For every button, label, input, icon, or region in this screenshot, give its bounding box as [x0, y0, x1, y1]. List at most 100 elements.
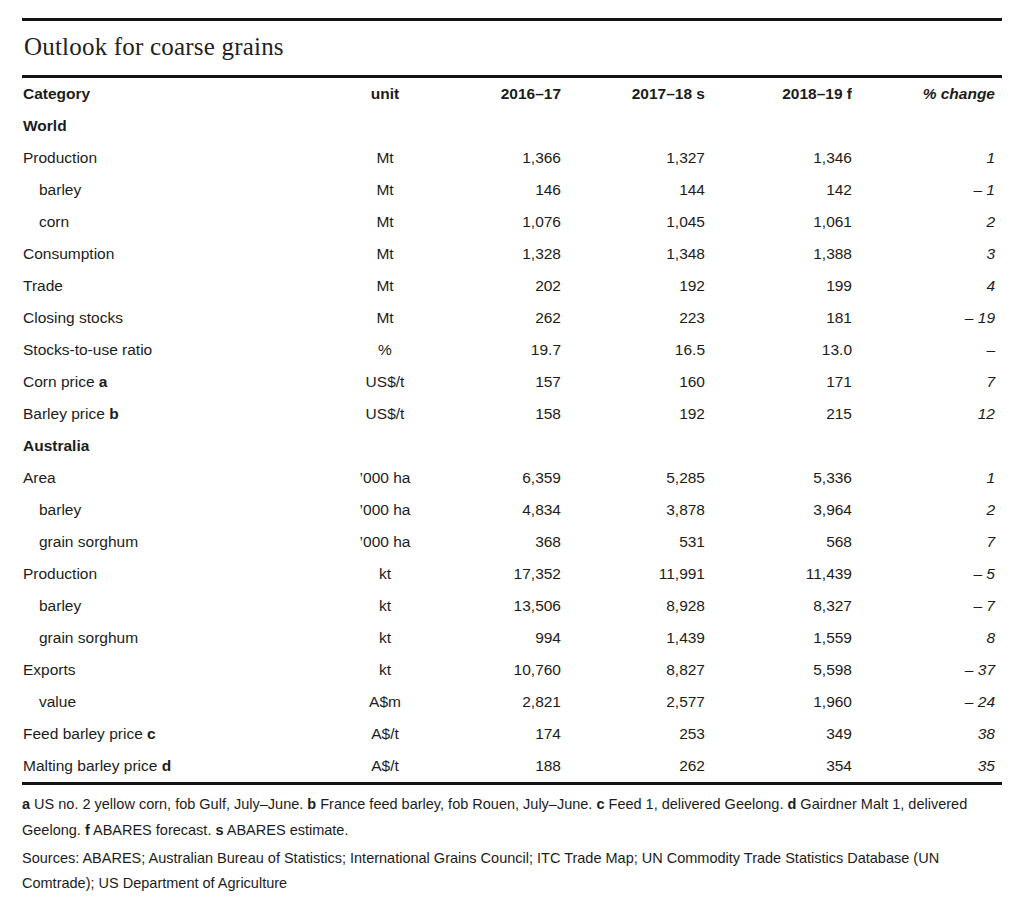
table-row: valueA$m2,8212,5771,960– 24 — [22, 686, 1002, 718]
row-unit: ’000 ha — [330, 526, 440, 558]
row-value-2018-19: 11,439 — [705, 558, 852, 590]
row-category: Area — [22, 462, 330, 494]
row-percent-change: 2 — [852, 494, 1002, 526]
row-category: value — [22, 686, 330, 718]
footnote-marker: a — [99, 373, 108, 390]
row-percent-change: – 1 — [852, 174, 1002, 206]
table-row: Feed barley price cA$/t17425334938 — [22, 718, 1002, 750]
row-percent-change: 1 — [852, 462, 1002, 494]
table-row: barley’000 ha4,8343,8783,9642 — [22, 494, 1002, 526]
row-category: Feed barley price c — [22, 718, 330, 750]
header-percent-change: % change — [852, 78, 1002, 110]
row-unit: kt — [330, 654, 440, 686]
footnote-marker: a — [22, 796, 30, 812]
row-value-2017-18 — [561, 430, 705, 462]
row-value-2018-19 — [705, 110, 852, 142]
row-category: Barley price b — [22, 398, 330, 430]
row-unit: Mt — [330, 302, 440, 334]
footnote-text: France feed barley, fob Rouen, July–June… — [316, 796, 596, 812]
row-value-2016-17: 1,328 — [440, 238, 561, 270]
row-value-2017-18: 5,285 — [561, 462, 705, 494]
row-category: Production — [22, 558, 330, 590]
footnote-marker: c — [147, 725, 156, 742]
row-value-2016-17: 188 — [440, 750, 561, 782]
row-category: barley — [22, 174, 330, 206]
row-category: Exports — [22, 654, 330, 686]
row-category: Corn price a — [22, 366, 330, 398]
row-value-2017-18: 3,878 — [561, 494, 705, 526]
row-value-2017-18: 253 — [561, 718, 705, 750]
table-row: TradeMt2021921994 — [22, 270, 1002, 302]
row-unit: US$/t — [330, 366, 440, 398]
footnote-definitions: a US no. 2 yellow corn, fob Gulf, July–J… — [22, 792, 1002, 844]
footnote-marker: b — [109, 405, 118, 422]
row-value-2016-17: 1,076 — [440, 206, 561, 238]
row-unit: ’000 ha — [330, 462, 440, 494]
table-row: Exportskt10,7608,8275,598– 37 — [22, 654, 1002, 686]
row-value-2018-19: 181 — [705, 302, 852, 334]
row-percent-change: 38 — [852, 718, 1002, 750]
row-value-2017-18: 192 — [561, 270, 705, 302]
table-row: Barley price bUS$/t15819221512 — [22, 398, 1002, 430]
row-value-2016-17: 262 — [440, 302, 561, 334]
row-unit: kt — [330, 622, 440, 654]
row-percent-change: – 5 — [852, 558, 1002, 590]
row-value-2017-18 — [561, 110, 705, 142]
sources-line: Sources: ABARES; Australian Bureau of St… — [22, 846, 1002, 898]
row-value-2017-18: 223 — [561, 302, 705, 334]
header-category: Category — [22, 78, 330, 110]
row-value-2016-17: 146 — [440, 174, 561, 206]
row-unit: US$/t — [330, 398, 440, 430]
table-row: barleykt13,5068,9288,327– 7 — [22, 590, 1002, 622]
row-value-2016-17: 994 — [440, 622, 561, 654]
row-value-2016-17: 1,366 — [440, 142, 561, 174]
table-row: Stocks-to-use ratio%19.716.513.0– — [22, 334, 1002, 366]
row-unit: kt — [330, 590, 440, 622]
row-percent-change: – — [852, 334, 1002, 366]
row-value-2017-18: 262 — [561, 750, 705, 782]
page-title: Outlook for coarse grains — [22, 21, 1002, 75]
row-value-2018-19: 349 — [705, 718, 852, 750]
row-unit: Mt — [330, 174, 440, 206]
row-value-2018-19: 568 — [705, 526, 852, 558]
row-value-2018-19: 1,346 — [705, 142, 852, 174]
row-value-2016-17: 202 — [440, 270, 561, 302]
footnote-text: US no. 2 yellow corn, fob Gulf, July–Jun… — [30, 796, 307, 812]
table-row: grain sorghumkt9941,4391,5598 — [22, 622, 1002, 654]
footnotes: a US no. 2 yellow corn, fob Gulf, July–J… — [22, 785, 1002, 897]
row-value-2016-17: 158 — [440, 398, 561, 430]
row-value-2017-18: 531 — [561, 526, 705, 558]
row-value-2018-19: 215 — [705, 398, 852, 430]
row-value-2017-18: 8,827 — [561, 654, 705, 686]
row-value-2017-18: 1,439 — [561, 622, 705, 654]
row-value-2018-19: 5,598 — [705, 654, 852, 686]
row-value-2016-17: 10,760 — [440, 654, 561, 686]
row-category: barley — [22, 494, 330, 526]
row-percent-change: 8 — [852, 622, 1002, 654]
report-page: Outlook for coarse grains Category unit … — [0, 18, 1024, 897]
row-unit: A$/t — [330, 718, 440, 750]
row-value-2017-18: 1,348 — [561, 238, 705, 270]
row-value-2018-19: 354 — [705, 750, 852, 782]
row-value-2016-17: 19.7 — [440, 334, 561, 366]
row-unit: A$m — [330, 686, 440, 718]
row-percent-change: – 24 — [852, 686, 1002, 718]
table-row: Area’000 ha6,3595,2855,3361 — [22, 462, 1002, 494]
row-value-2018-19 — [705, 430, 852, 462]
row-percent-change — [852, 110, 1002, 142]
row-unit: Mt — [330, 270, 440, 302]
row-value-2018-19: 1,388 — [705, 238, 852, 270]
row-unit: ’000 ha — [330, 494, 440, 526]
row-value-2016-17 — [440, 110, 561, 142]
row-value-2017-18: 2,577 — [561, 686, 705, 718]
row-value-2016-17: 2,821 — [440, 686, 561, 718]
row-percent-change: 7 — [852, 366, 1002, 398]
table-row: barleyMt146144142– 1 — [22, 174, 1002, 206]
footnote-marker: b — [307, 796, 316, 812]
row-percent-change: 35 — [852, 750, 1002, 782]
footnote-marker: s — [215, 822, 223, 838]
row-value-2018-19: 1,061 — [705, 206, 852, 238]
footnote-text: ABARES estimate. — [224, 822, 349, 838]
row-percent-change: 3 — [852, 238, 1002, 270]
row-percent-change: 2 — [852, 206, 1002, 238]
